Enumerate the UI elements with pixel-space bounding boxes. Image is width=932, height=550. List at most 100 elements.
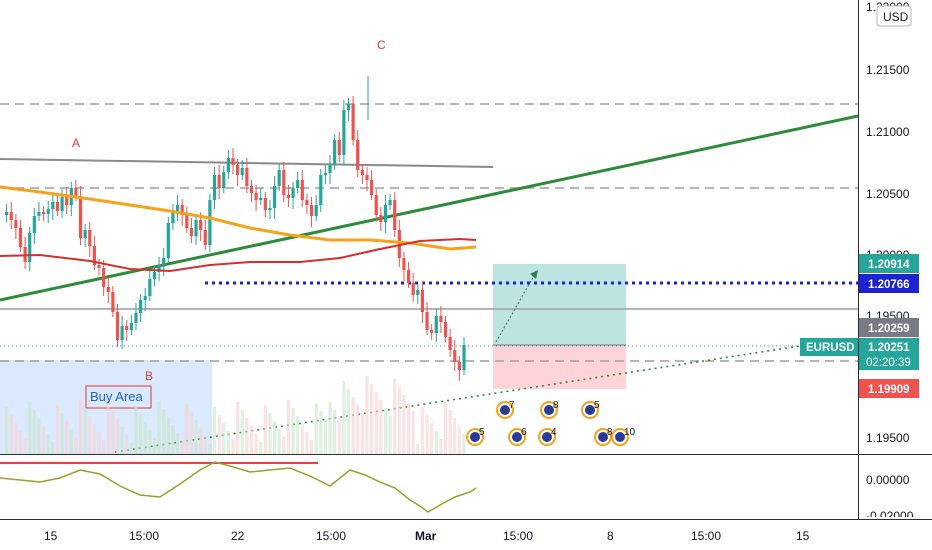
- candle-body: [411, 283, 415, 295]
- stop-price-text: 1.19909: [868, 384, 910, 396]
- volume-bar: [125, 435, 129, 454]
- target-price-text: 1.20914: [868, 259, 910, 271]
- event-flag-icon: [512, 432, 522, 442]
- candle-body: [28, 233, 32, 262]
- volume-bar: [360, 413, 364, 454]
- candle-body: [5, 212, 9, 215]
- candle-body: [420, 290, 425, 312]
- volume-bar: [74, 437, 78, 454]
- volume-bar: [406, 403, 411, 454]
- candle-body: [397, 230, 401, 258]
- wave-label-b: B: [145, 369, 153, 383]
- volume-bar: [259, 442, 263, 454]
- buy-area-label-box[interactable]: [85, 385, 152, 409]
- moving-average-red[interactable]: [0, 237, 477, 273]
- candle-body: [462, 345, 466, 370]
- candle-body: [226, 158, 230, 172]
- event-flag-icon: [598, 432, 608, 442]
- volume-bar: [453, 418, 457, 454]
- volume-bar: [162, 409, 166, 454]
- candle-body: [115, 312, 120, 340]
- volume-bar: [78, 400, 83, 454]
- volume-bar: [263, 405, 267, 454]
- volume-bar: [416, 444, 420, 454]
- volume-bar: [222, 423, 226, 454]
- volume-bar: [171, 425, 175, 454]
- volume-bar: [102, 440, 106, 454]
- candle-body: [88, 230, 92, 246]
- candle-body: [37, 212, 41, 216]
- candle-body: [314, 205, 318, 216]
- volume-bar: [226, 431, 230, 454]
- candle-body: [180, 205, 184, 215]
- volume-bar: [333, 410, 337, 454]
- volume-bar: [92, 424, 96, 454]
- volume-bar: [411, 411, 415, 454]
- time-tick: 15:00: [129, 529, 159, 543]
- volume-bar: [23, 439, 27, 454]
- candle-body: [143, 296, 147, 300]
- candle-body: [448, 337, 452, 350]
- candle-body: [249, 186, 254, 193]
- candle-body: [148, 279, 152, 296]
- currency-badge[interactable]: [876, 5, 912, 27]
- candle-body: [337, 140, 341, 155]
- volume-bar: [282, 437, 286, 454]
- volume-bar: [203, 436, 207, 454]
- volume-bar: [18, 431, 23, 454]
- entry-price-text: 1.20259: [868, 323, 910, 335]
- volume-bar: [143, 422, 147, 454]
- volume-bar: [60, 413, 64, 454]
- symbol-tag: [800, 338, 858, 356]
- volume-bar: [199, 428, 203, 454]
- candle-body: [46, 209, 50, 214]
- event-flag-icon: [585, 405, 595, 415]
- volume-bar: [365, 376, 369, 454]
- candle-body: [236, 165, 240, 175]
- volume-bar: [420, 407, 425, 454]
- candle-body: [328, 165, 332, 173]
- candle-body: [78, 196, 83, 238]
- volume-bar: [9, 415, 13, 454]
- time-tick: 15:00: [316, 529, 346, 543]
- volume-bar: [97, 432, 101, 454]
- volume-bar: [157, 401, 161, 454]
- target-zone[interactable]: [493, 264, 626, 345]
- price-labels: 1.20914 1.20766 1.20259 EURUSD 1.20251 0…: [800, 254, 919, 398]
- volume-bar: [189, 412, 194, 454]
- volume-bar: [397, 387, 401, 454]
- volume-bar: [425, 415, 429, 454]
- volume-bar: [356, 405, 360, 454]
- candle-body: [402, 258, 406, 270]
- time-tick: 15:00: [503, 529, 533, 543]
- volume-bar: [65, 421, 69, 454]
- candle-body: [9, 212, 13, 220]
- event-flag-icon: [470, 432, 480, 442]
- candle-body: [157, 265, 161, 272]
- stop-zone[interactable]: [493, 345, 626, 389]
- candle-body: [300, 180, 304, 200]
- candle-body: [286, 195, 291, 198]
- volume-bar: [443, 402, 448, 454]
- volume-bar: [314, 403, 318, 454]
- candle-body: [152, 272, 157, 279]
- candle-body: [139, 300, 143, 313]
- candle-body: [166, 223, 170, 258]
- volume-bar: [249, 426, 254, 454]
- volume-bar: [32, 410, 36, 454]
- candle-body: [365, 175, 369, 180]
- volume-bar: [129, 443, 133, 454]
- volume-bar: [383, 408, 388, 454]
- economic-events[interactable]: 7 8 5 5 6 4 8 10: [466, 400, 636, 446]
- time-tick: 15:00: [691, 529, 721, 543]
- candle-body: [374, 195, 378, 215]
- volume-bar: [37, 418, 41, 454]
- time-tick: 15: [44, 529, 58, 543]
- buy-area-zone[interactable]: [0, 360, 212, 454]
- volume-bar: [134, 406, 138, 454]
- candle-body: [92, 246, 96, 265]
- volume-bar: [212, 407, 217, 454]
- candle-body: [443, 322, 448, 337]
- candle-body: [106, 287, 110, 292]
